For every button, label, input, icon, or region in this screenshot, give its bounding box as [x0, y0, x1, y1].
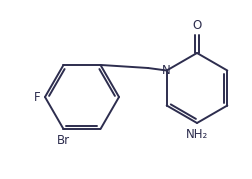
Text: O: O [192, 19, 201, 32]
Text: N: N [162, 64, 170, 77]
Text: NH₂: NH₂ [185, 128, 207, 141]
Text: Br: Br [57, 134, 70, 147]
Text: F: F [34, 91, 41, 103]
